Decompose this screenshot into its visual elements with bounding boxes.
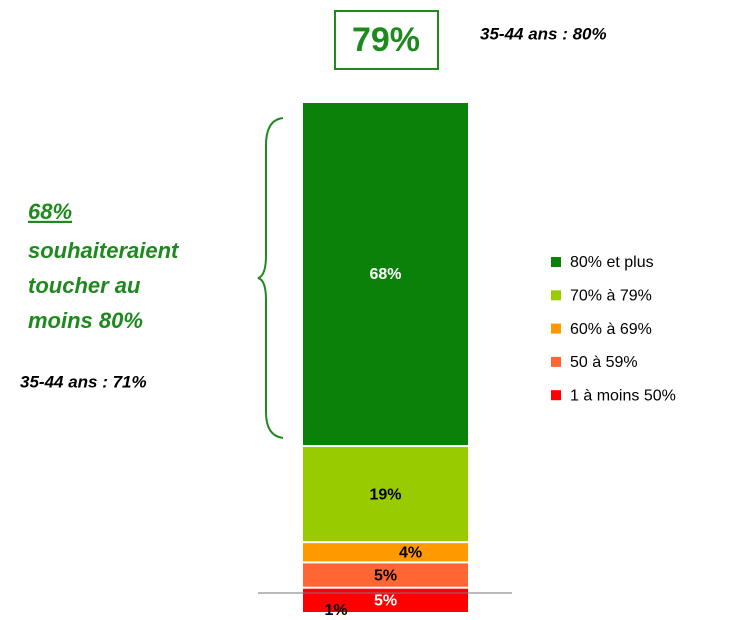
total-label: 79% [352, 21, 420, 59]
legend-swatch [551, 257, 561, 267]
total-note: 35-44 ans : 80% [480, 24, 607, 43]
brace-note: 35-44 ans : 71% [20, 372, 147, 391]
bar-segment [303, 563, 468, 587]
brace-text: souhaiteraient [28, 238, 180, 263]
extra-label: 1% [324, 602, 347, 619]
legend-swatch [551, 390, 561, 401]
bar-segment [303, 588, 468, 612]
value-label: 68% [369, 266, 401, 283]
legend-label: 80% et plus [570, 254, 654, 271]
legend-swatch [551, 356, 561, 367]
bar-segment [303, 447, 468, 542]
brace-text: moins 80% [28, 308, 143, 333]
brace-value: 68% [28, 199, 72, 224]
brace [257, 117, 284, 439]
bar-segment [303, 103, 468, 446]
value-label: 5% [374, 567, 397, 584]
value-label: 4% [399, 545, 422, 562]
legend-label: 60% à 69% [570, 321, 652, 338]
bar-segment [303, 543, 468, 562]
legend-label: 50 à 59% [570, 354, 638, 371]
value-label: 5% [374, 593, 397, 610]
total-box [334, 10, 439, 70]
legend-label: 70% à 79% [570, 288, 652, 305]
brace-text: toucher au [28, 273, 141, 298]
value-label: 19% [369, 486, 401, 503]
legend-swatch [551, 290, 561, 301]
legend-swatch [551, 323, 561, 334]
legend-label: 1 à moins 50% [570, 387, 676, 404]
